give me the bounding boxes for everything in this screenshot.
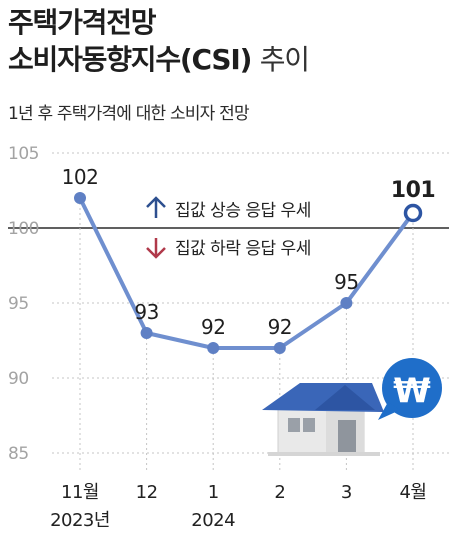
legend-up-label: 집값 상승 응답 우세 <box>175 201 311 221</box>
data-point <box>273 342 286 354</box>
data-point <box>403 203 423 223</box>
down-arrow-icon <box>146 238 166 259</box>
won-speech-bubble-icon: ₩ <box>378 358 442 420</box>
up-arrow-icon <box>146 196 166 218</box>
x-tick-label: 2 <box>274 482 285 503</box>
data-labels: 102 93 92 92 95 101 <box>62 165 436 339</box>
y-tick-label: 100 <box>8 219 39 239</box>
data-label: 95 <box>334 270 358 294</box>
y-tick-label: 85 <box>8 444 29 464</box>
y-tick-label: 95 <box>8 294 29 314</box>
title-block: 주택가격전망 소비자동향지수(CSI) 추이 <box>8 4 310 78</box>
x-tick-label: 1 <box>208 482 219 503</box>
y-tick-label: 105 <box>8 144 39 164</box>
house-icon <box>262 383 384 456</box>
data-point <box>74 192 86 204</box>
x-tick-label: 11월 <box>61 482 99 503</box>
x-tick-label: 4월 <box>399 482 426 503</box>
data-points <box>74 192 423 354</box>
x-year-label: 2023년 <box>50 510 110 531</box>
y-tick-label: 90 <box>8 369 29 389</box>
x-axis: 11월 2023년 12 1 2024 2 3 4월 <box>50 482 427 531</box>
page-title-main: 소비자동향지수(CSI) <box>8 43 252 76</box>
x-tick-label: 3 <box>341 482 352 503</box>
page-title-line1: 주택가격전망 <box>8 6 157 39</box>
series-line <box>78 196 415 350</box>
data-label: 102 <box>62 165 99 189</box>
x-tick-label: 12 <box>136 482 158 503</box>
data-label: 101 <box>391 178 435 203</box>
svg-text:₩: ₩ <box>393 371 431 411</box>
legend: 집값 상승 응답 우세 집값 하락 응답 우세 <box>146 196 311 259</box>
page-title-suffix: 추이 <box>259 43 310 76</box>
data-label: 93 <box>134 300 158 324</box>
data-point <box>207 342 220 354</box>
chart-subtitle: 1년 후 주택가격에 대한 소비자 전망 <box>8 104 250 124</box>
data-label: 92 <box>268 315 292 339</box>
legend-down-label: 집값 하락 응답 우세 <box>175 239 311 259</box>
data-label: 92 <box>201 315 225 339</box>
data-point <box>140 327 153 339</box>
y-axis: 85 90 95 100 105 <box>8 144 39 464</box>
x-year-label: 2024 <box>191 510 235 531</box>
data-point <box>340 297 353 309</box>
page-title-line2: 소비자동향지수(CSI) 추이 <box>8 41 310 78</box>
